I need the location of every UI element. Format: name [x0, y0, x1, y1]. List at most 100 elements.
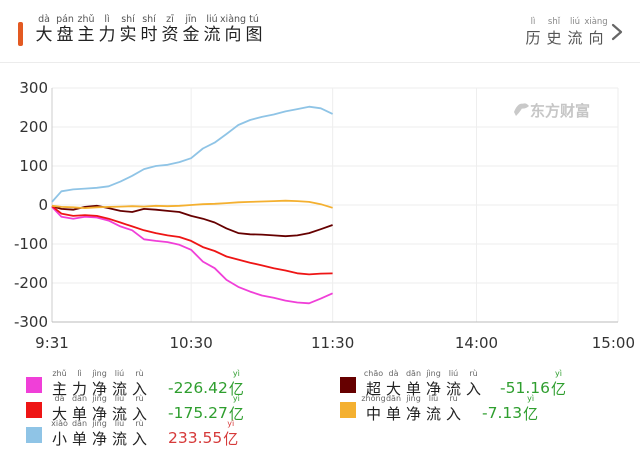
pinyin-text: zī: [166, 14, 174, 25]
y-tick-label: 0: [38, 196, 48, 214]
pinyin-text: lì: [77, 369, 82, 378]
hanzi-text: 向: [588, 29, 604, 47]
legend-char: jìng 净: [90, 368, 109, 399]
pinyin-text: lì: [104, 14, 110, 25]
legend-char: dà 大: [50, 393, 69, 424]
x-tick-label: 15:00: [592, 334, 635, 352]
title-accent-bar: [18, 22, 23, 46]
pinyin-text: zhǔ: [77, 14, 95, 25]
pinyin-text: yì: [554, 369, 562, 378]
chevron-right-icon[interactable]: [608, 22, 626, 42]
legend-unit: yì 亿: [223, 418, 239, 449]
pinyin-text: xiàng: [584, 17, 608, 27]
hanzi-text: 净: [425, 380, 441, 398]
pinyin-text: liú: [114, 369, 125, 378]
unit-char: yì 亿: [223, 418, 238, 449]
legend-char: rù 入: [130, 418, 149, 449]
legend-label: zhōng 中 dān 单 jìng 净 liú 流 rù 入: [361, 393, 464, 424]
pinyin-text: jìng: [426, 369, 441, 378]
pinyin-text: jìng: [92, 419, 107, 428]
pinyin-text: jīn: [185, 14, 197, 25]
hanzi-text: 单: [385, 405, 401, 423]
y-tick-label: -100: [14, 235, 48, 253]
legend-swatch: [340, 377, 356, 393]
hanzi-text: 大: [51, 405, 67, 423]
legend-char: rù 入: [130, 368, 149, 399]
hanzi-text: 净: [91, 405, 107, 423]
legend-value: -226.42: [168, 379, 228, 397]
hanzi-text: 净: [405, 405, 421, 423]
pinyin-text: yì: [232, 369, 240, 378]
legend-char: dān 单: [70, 418, 89, 449]
y-tick-label: -300: [14, 313, 48, 331]
legend-swatch: [26, 427, 42, 443]
pinyin-text: rù: [135, 369, 144, 378]
legend-swatch: [26, 402, 42, 418]
series-line-large: [51, 205, 333, 276]
legend-char: zhōng 中: [361, 393, 386, 424]
pinyin-text: dà: [54, 394, 65, 403]
series-line-medium: [51, 199, 333, 210]
legend-char: dān 单: [384, 393, 403, 424]
history-flow-link[interactable]: lì 历 shǐ 史 liú 流 xiàng 向: [523, 17, 607, 48]
pinyin-text: zhǔ: [52, 369, 67, 378]
pinyin-text: chāo: [363, 369, 384, 378]
legend-unit: yì 亿: [229, 368, 245, 399]
title-char: pán 盘: [55, 14, 75, 45]
legend-char: liú 流: [110, 393, 129, 424]
hanzi-text: 实: [119, 25, 137, 45]
hanzi-text: 亿: [228, 405, 244, 423]
legend-char: rù 入: [444, 393, 463, 424]
hanzi-text: 流: [111, 380, 127, 398]
pinyin-text: pán: [56, 14, 74, 25]
hanzi-text: 单: [71, 405, 87, 423]
pinyin-text: xiǎo: [51, 419, 68, 428]
hanzi-text: 亿: [550, 380, 566, 398]
hanzi-text: 净: [91, 380, 107, 398]
pinyin-text: yì: [227, 419, 235, 428]
hanzi-text: 入: [445, 405, 461, 423]
hanzi-text: 亿: [228, 380, 244, 398]
hanzi-text: 时: [140, 25, 158, 45]
unit-char: yì 亿: [229, 368, 244, 399]
pinyin-text: jìng: [92, 369, 107, 378]
pinyin-text: liú: [114, 394, 125, 403]
page-title: dà 大 pán 盘 zhǔ 主 lì 力 shí 实 shí 时 zī 资 jīn 金 liú 流 xiàng 向 t…: [34, 14, 265, 45]
hanzi-text: 资: [161, 25, 179, 45]
pinyin-text: dà: [388, 369, 399, 378]
hanzi-text: 力: [71, 380, 87, 398]
hanzi-text: 小: [51, 430, 67, 448]
hanzi-text: 大: [35, 25, 53, 45]
hanzi-text: 入: [131, 405, 147, 423]
legend-char: rù 入: [130, 393, 149, 424]
title-char: shí 时: [139, 14, 159, 45]
hanzi-text: 金: [182, 25, 200, 45]
unit-char: yì 亿: [229, 393, 244, 424]
hanzi-text: 亿: [523, 405, 539, 423]
hanzi-text: 力: [98, 25, 116, 45]
legend-unit: yì 亿: [229, 393, 245, 424]
series-line-main: [51, 206, 333, 305]
page-header: dà 大 pán 盘 zhǔ 主 lì 力 shí 实 shí 时 zī 资 jīn 金 liú 流 xiàng 向 t…: [0, 0, 640, 63]
history-char: shǐ 史: [544, 17, 564, 48]
legend-char: jìng 净: [90, 393, 109, 424]
pinyin-text: liú: [114, 419, 125, 428]
hanzi-text: 流: [445, 380, 461, 398]
title-char: zī 资: [160, 14, 180, 45]
pinyin-text: shí: [121, 14, 135, 25]
title-char: shí 实: [118, 14, 138, 45]
title-char: lì 力: [97, 14, 117, 45]
pinyin-text: zhōng: [361, 394, 386, 403]
pinyin-text: dān: [71, 394, 88, 403]
legend-unit: yì 亿: [523, 393, 539, 424]
hanzi-text: 超: [365, 380, 381, 398]
pinyin-text: dà: [38, 14, 50, 25]
pinyin-text: yì: [232, 394, 240, 403]
pinyin-text: yì: [527, 394, 535, 403]
hanzi-text: 历: [525, 29, 541, 47]
history-char: lì 历: [523, 17, 543, 48]
pinyin-text: rù: [469, 369, 478, 378]
x-tick-label: 14:00: [455, 334, 498, 352]
pinyin-text: jìng: [92, 394, 107, 403]
title-char: dà 大: [34, 14, 54, 45]
